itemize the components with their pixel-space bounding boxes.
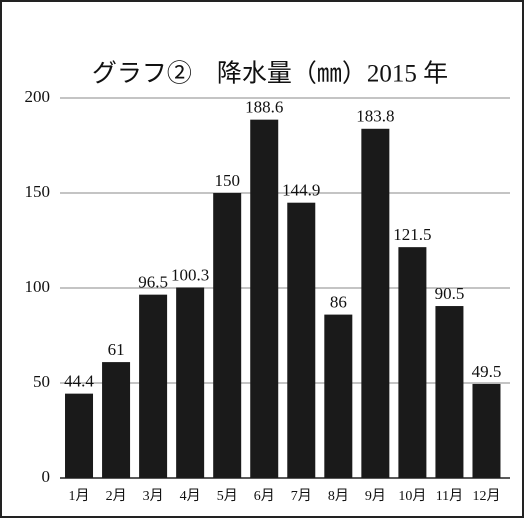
data-label: 90.5	[435, 284, 465, 303]
y-tick-label: 150	[25, 182, 51, 201]
x-tick-label: 1月	[69, 488, 90, 504]
x-tick-label: 8月	[328, 488, 349, 504]
y-tick-label: 200	[25, 87, 51, 106]
x-tick-label: 4月	[180, 488, 201, 504]
bar	[102, 362, 131, 478]
bar	[250, 119, 279, 478]
x-tick-label: 9月	[365, 488, 386, 504]
y-tick-label: 50	[33, 372, 50, 391]
x-tick-label: 7月	[291, 488, 312, 504]
data-label: 61	[108, 340, 125, 359]
data-label: 49.5	[472, 362, 502, 381]
bar	[65, 393, 94, 478]
chart-title: グラフ② 降水量（㎜）2015 年	[92, 60, 448, 88]
bar	[361, 128, 390, 478]
bar	[176, 287, 205, 478]
data-label: 44.4	[64, 372, 94, 391]
x-tick-label: 10月	[398, 488, 426, 504]
data-label: 144.9	[282, 181, 320, 200]
x-tick-label: 6月	[254, 488, 275, 504]
y-tick-label: 0	[42, 467, 51, 486]
y-tick-label: 100	[25, 277, 51, 296]
data-label: 100.3	[171, 265, 209, 284]
bar	[398, 247, 427, 478]
x-tick-label: 11月	[436, 488, 463, 504]
bar	[213, 193, 242, 478]
bar	[324, 314, 353, 478]
data-label: 188.6	[245, 98, 283, 117]
bar	[472, 383, 501, 478]
data-label: 96.5	[138, 273, 168, 292]
x-tick-label: 12月	[472, 488, 500, 504]
x-tick-label: 2月	[106, 488, 127, 504]
bar	[139, 294, 168, 478]
data-label: 183.8	[356, 107, 394, 126]
x-tick-label: 3月	[143, 488, 164, 504]
bar	[287, 202, 316, 478]
bar	[435, 306, 464, 478]
data-label: 121.5	[393, 225, 431, 244]
data-label: 86	[330, 293, 347, 312]
data-label: 150	[214, 171, 240, 190]
x-tick-label: 5月	[217, 488, 238, 504]
